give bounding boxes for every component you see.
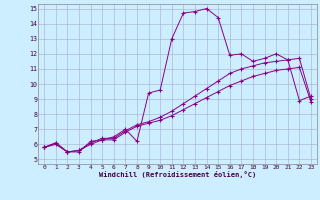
X-axis label: Windchill (Refroidissement éolien,°C): Windchill (Refroidissement éolien,°C) (99, 171, 256, 178)
